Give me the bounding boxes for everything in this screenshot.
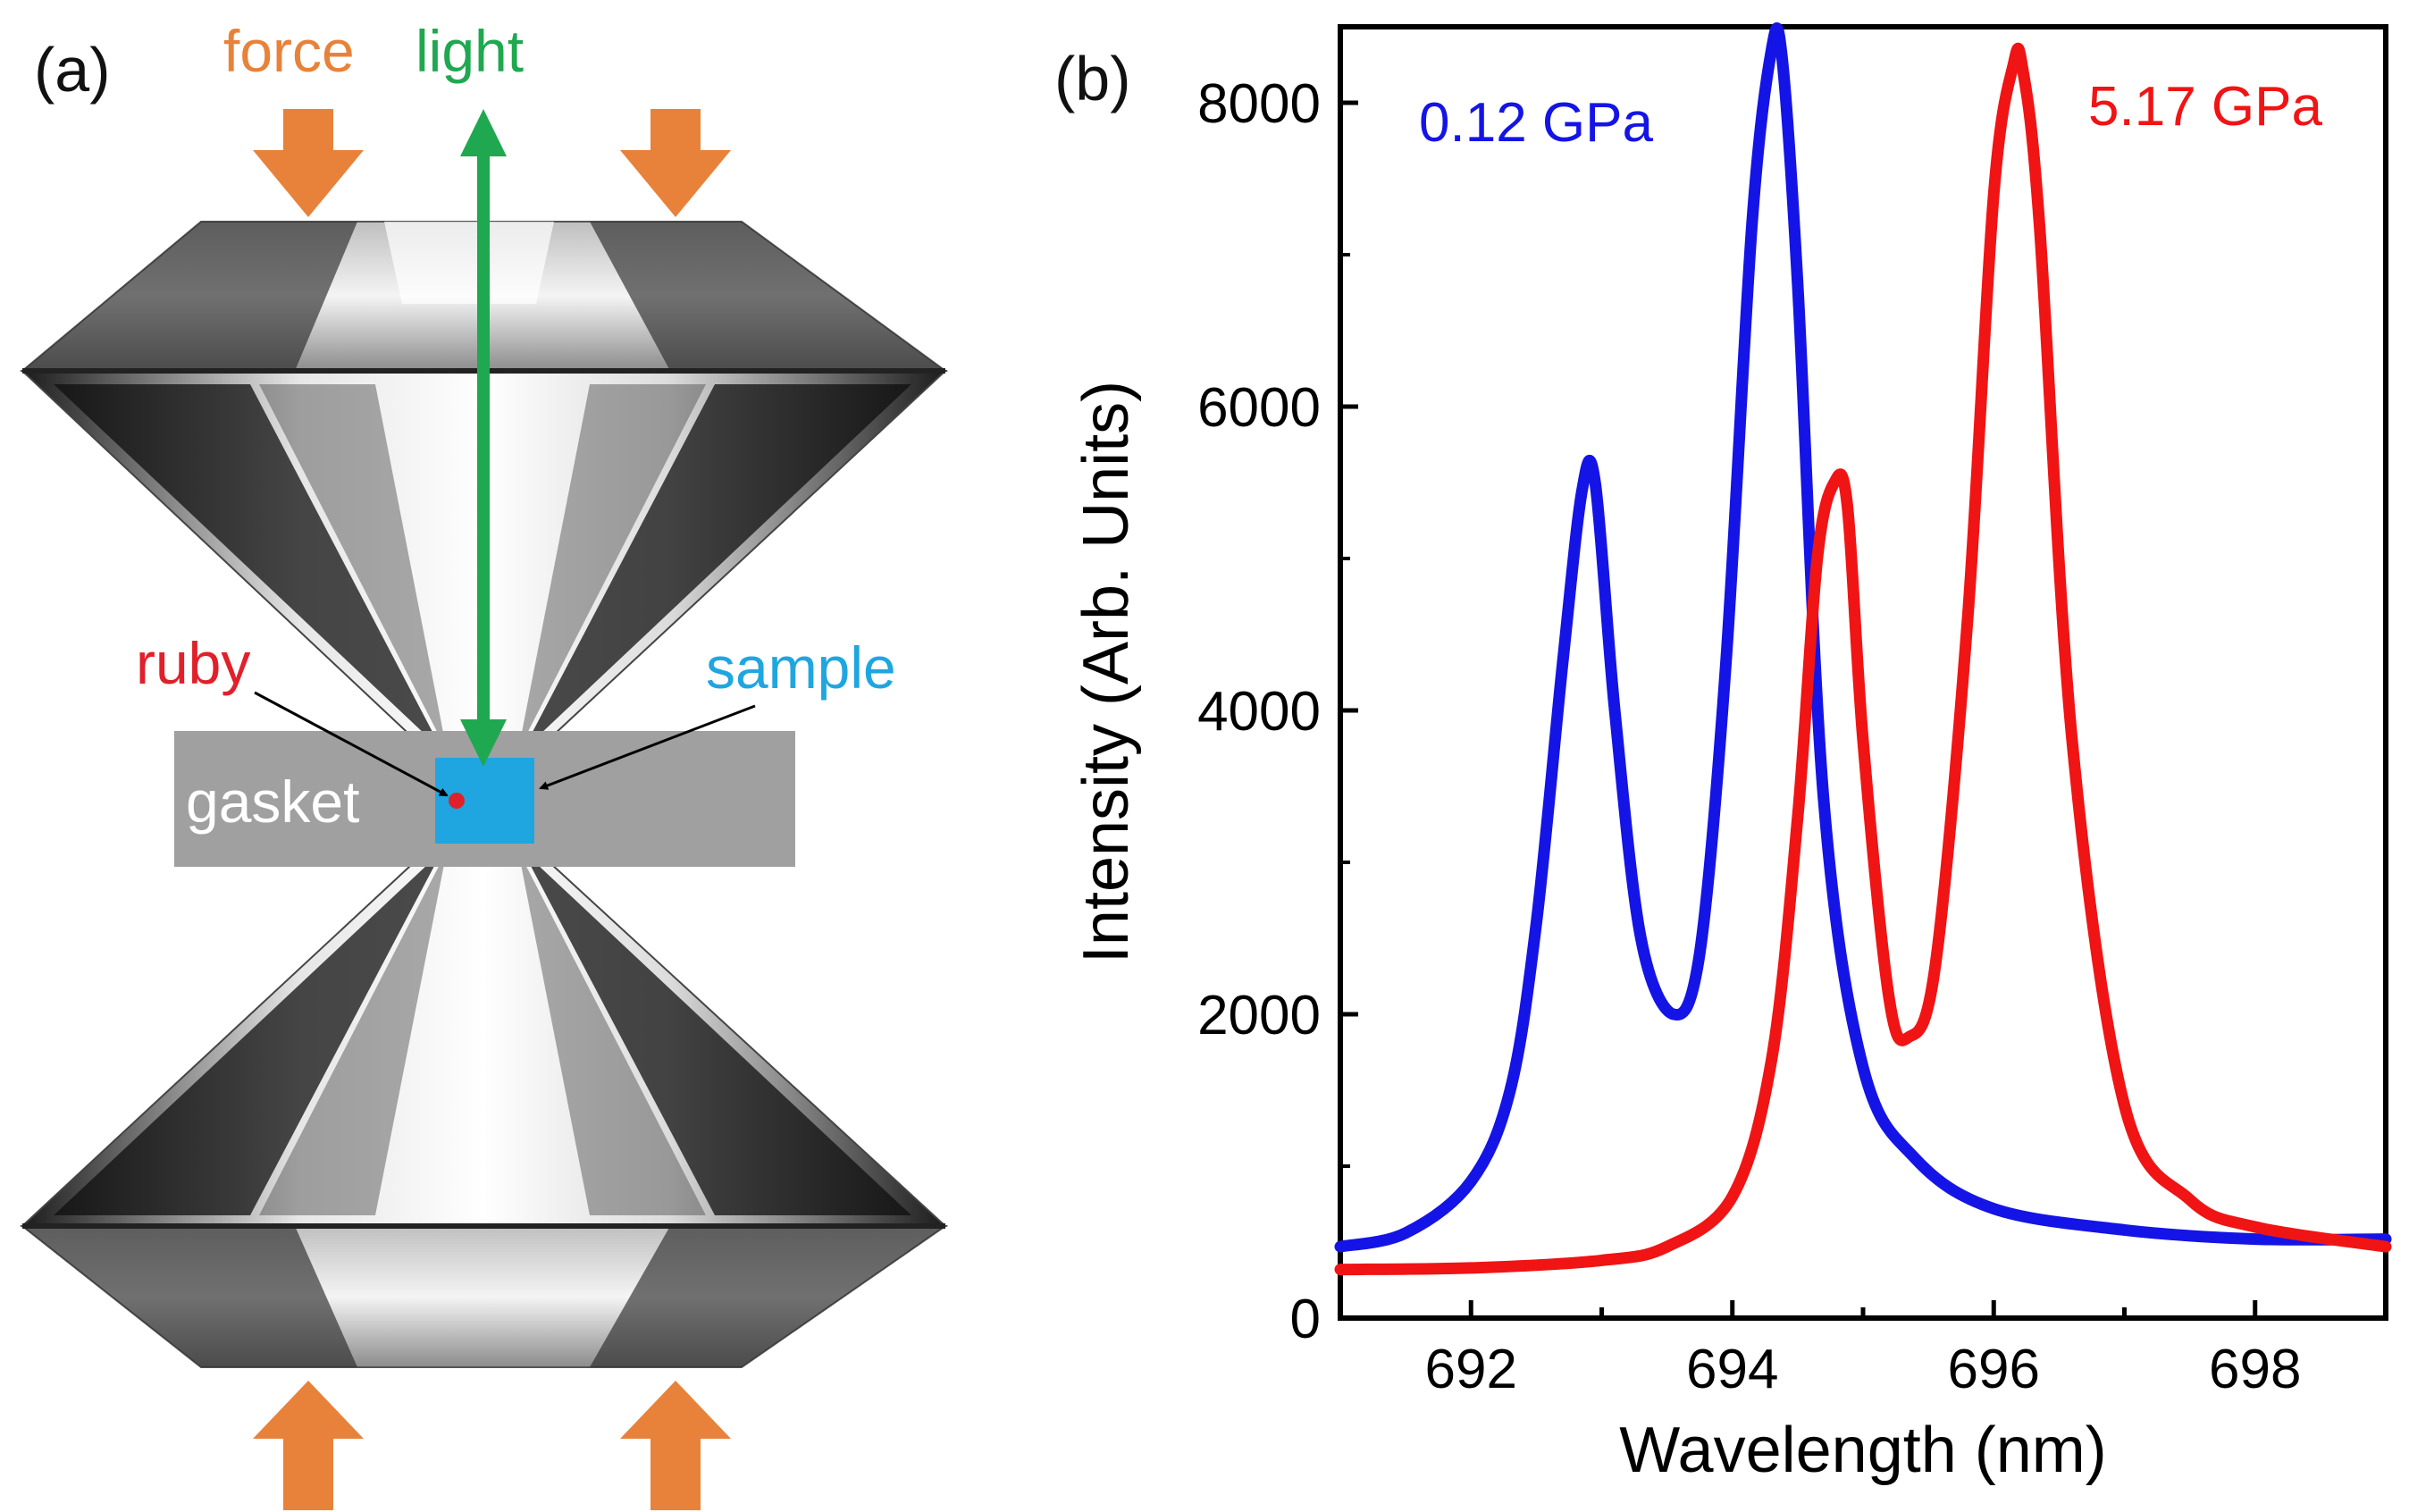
light-label: light bbox=[415, 18, 524, 84]
ruby-pointer bbox=[254, 691, 449, 797]
panel-a-diagram: (a) force light bbox=[20, 18, 949, 1510]
series-label-5-17-gpa: 5.17 GPa bbox=[2088, 76, 2322, 138]
x-tick-label: 692 bbox=[1425, 1339, 1517, 1400]
x-tick-label: 696 bbox=[1948, 1339, 2040, 1400]
x-axis-label: Wavelength (nm) bbox=[1619, 1415, 2107, 1486]
x-tick-label: 698 bbox=[2209, 1339, 2301, 1400]
x-axis: 692 694 696 698 bbox=[1338, 1300, 2388, 1400]
force-arrow-icon bbox=[620, 1381, 731, 1510]
force-arrow-icon bbox=[253, 1381, 364, 1510]
light-arrow-icon bbox=[460, 109, 507, 767]
y-tick-label: 0 bbox=[1290, 1289, 1321, 1350]
x-tick-label: 694 bbox=[1686, 1339, 1778, 1400]
y-tick-label: 2000 bbox=[1197, 985, 1321, 1046]
force-arrow-icon bbox=[253, 109, 364, 217]
y-tick-label: 8000 bbox=[1197, 73, 1321, 135]
force-label: force bbox=[223, 18, 355, 84]
sample-label: sample bbox=[706, 634, 896, 701]
ruby-label: ruby bbox=[136, 630, 250, 696]
top-diamond-anvil bbox=[20, 221, 949, 759]
force-arrow-icon bbox=[620, 109, 731, 217]
y-tick-label: 4000 bbox=[1197, 681, 1321, 743]
bottom-diamond-anvil bbox=[20, 843, 949, 1368]
panel-b-chart: (b) 0 2000 4000 6000 8000 692 694 696 698 Inten… bbox=[1054, 22, 2392, 1486]
panel-b-label: (b) bbox=[1054, 44, 1131, 113]
series-line-5-17-gpa bbox=[1334, 42, 2392, 1276]
gasket-label: gasket bbox=[186, 769, 359, 835]
panel-a-label: (a) bbox=[34, 35, 111, 105]
y-tick-label: 6000 bbox=[1197, 377, 1321, 439]
series-label-0-12-gpa: 0.12 GPa bbox=[1419, 92, 1653, 154]
y-axis-label: Intensity (Arb. Units) bbox=[1070, 381, 1142, 963]
series-layer bbox=[1334, 22, 2392, 1276]
ruby-marker bbox=[449, 793, 465, 809]
sample-pointer bbox=[539, 704, 756, 790]
series-line-0-12-gpa bbox=[1334, 22, 2392, 1253]
y-axis: 0 2000 4000 6000 8000 bbox=[1197, 73, 1358, 1350]
